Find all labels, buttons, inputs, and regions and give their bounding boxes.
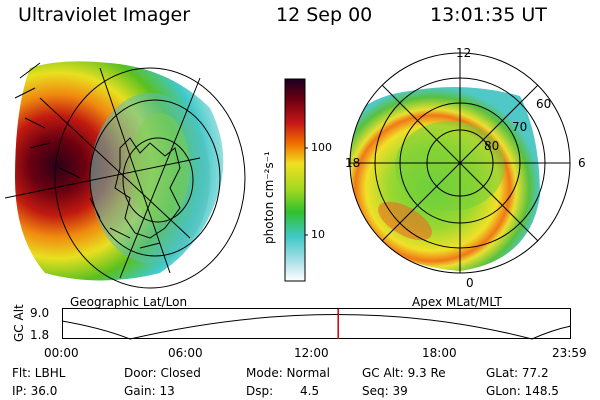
colorbar	[284, 78, 308, 282]
colorbar-tick-100: 100	[311, 141, 332, 154]
lat-label-70: 70	[512, 120, 528, 134]
timeline-axis-label: GC Alt	[12, 304, 26, 342]
timeline-xtick-0000: 00:00	[44, 346, 79, 360]
instrument-title: Ultraviolet Imager	[18, 4, 191, 26]
colorbar-tick-10: 10	[311, 228, 325, 241]
glon-info: GLon: 148.5	[486, 384, 559, 398]
lat-label-60: 60	[536, 97, 552, 111]
mlt-label-0: 0	[466, 276, 474, 290]
timeline-ytick-1-8: 1.8	[30, 328, 50, 342]
geographic-emission	[15, 61, 224, 281]
geographic-grid	[4, 62, 246, 289]
mode-info: Mode: Normal	[246, 366, 330, 380]
geographic-image	[4, 61, 246, 289]
timeline-plot	[62, 308, 572, 340]
dsp-label: Dsp:	[246, 384, 274, 398]
time-label: 13:01:35 UT	[430, 4, 547, 26]
door-info: Door: Closed	[124, 366, 201, 380]
apex-caption: Apex MLat/MLT	[412, 295, 502, 309]
polar-image	[349, 52, 571, 274]
geographic-caption: Geographic Lat/Lon	[70, 295, 188, 309]
timeline-xtick-2359: 23:59	[552, 346, 587, 360]
timeline-ytick-9: 9.0	[30, 306, 50, 320]
mlt-label-18: 18	[345, 156, 361, 170]
dsp-value: 4.5	[300, 384, 320, 398]
altitude-curve	[62, 314, 572, 340]
gc-alt-info: GC Alt: 9.3 Re	[362, 366, 446, 380]
seq-info: Seq: 39	[362, 384, 408, 398]
date-label: 12 Sep 00	[276, 4, 373, 26]
glat-info: GLat: 77.2	[486, 366, 549, 380]
timeline-xtick-1200: 12:00	[294, 346, 329, 360]
mlt-label-6: 6	[578, 156, 586, 170]
colorbar-unit-label: photon cm⁻²s⁻¹	[262, 151, 276, 244]
timeline-xtick-1800: 18:00	[422, 346, 457, 360]
lat-label-80: 80	[484, 139, 500, 153]
filter-info: Flt: LBHL	[12, 366, 66, 380]
ip-info: IP: 36.0	[12, 384, 58, 398]
timeline-xtick-0600: 06:00	[168, 346, 203, 360]
polar-grid	[349, 52, 571, 274]
gain-info: Gain: 13	[124, 384, 175, 398]
mlt-label-12: 12	[456, 46, 472, 60]
